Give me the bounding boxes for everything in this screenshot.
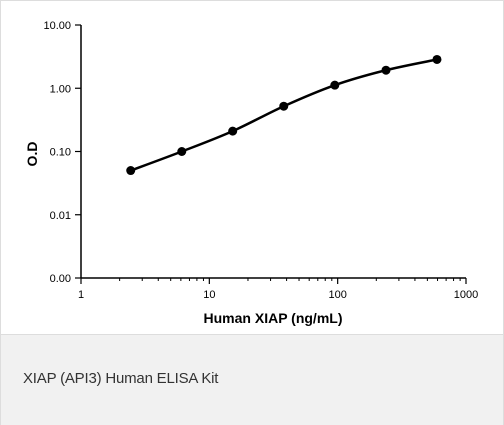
standard-curve-chart: 1 10 100 1000 0.00 0.01 0.10 1.00 10.00 Human X…	[24, 20, 478, 326]
y-axis-label: O.D	[24, 142, 40, 167]
caption-panel: XIAP (API3) Human ELISA Kit	[1, 334, 503, 425]
product-title: XIAP (API3) Human ELISA Kit	[23, 370, 219, 387]
y-axis-ticks: 0.00 0.01 0.10 1.00 10.00	[43, 20, 81, 285]
x-axis-ticks: 1 10 100 1000	[78, 278, 478, 301]
data-point	[126, 166, 136, 176]
data-point	[381, 65, 391, 75]
x-tick-label: 10	[203, 289, 215, 301]
x-tick-label: 1000	[454, 289, 478, 301]
chart-axes	[80, 25, 466, 279]
x-axis-label: Human XIAP (ng/mL)	[204, 310, 343, 326]
y-tick-label: 0.01	[50, 210, 71, 222]
y-tick-label: 0.00	[50, 273, 71, 285]
x-tick-label: 100	[328, 289, 346, 301]
y-tick-label: 1.00	[50, 83, 71, 95]
series-line	[130, 58, 438, 172]
data-point	[432, 54, 442, 64]
chart-panel: 1 10 100 1000 0.00 0.01 0.10 1.00 10.00 Human X…	[1, 1, 503, 334]
data-point	[228, 126, 238, 136]
y-tick-label: 0.10	[50, 147, 71, 159]
data-point	[330, 80, 340, 90]
data-point	[177, 147, 187, 156]
x-tick-label: 1	[78, 289, 84, 301]
data-point	[279, 101, 289, 111]
data-points	[126, 54, 442, 176]
y-tick-label: 10.00	[43, 20, 71, 32]
